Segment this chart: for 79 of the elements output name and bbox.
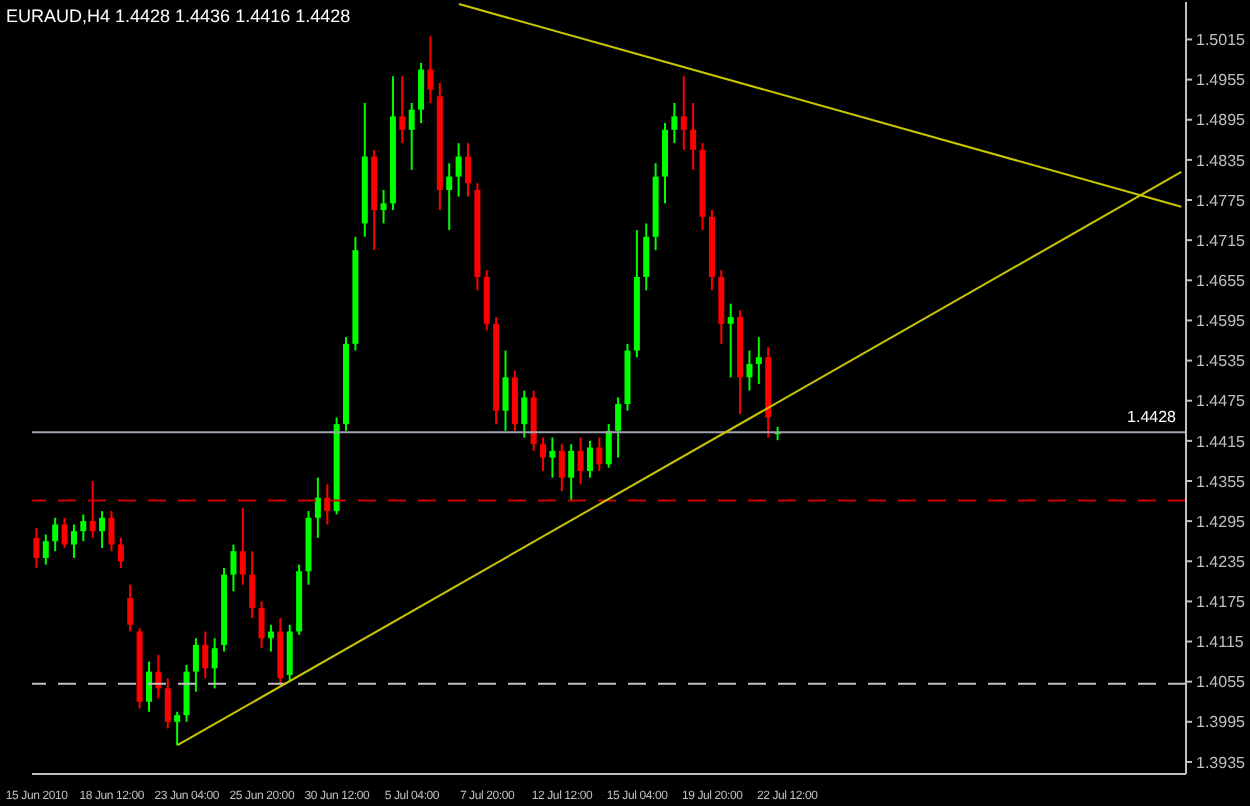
y-tick-label: 1.4835: [1196, 151, 1247, 170]
candlestick: [174, 710, 181, 747]
candlestick: [127, 583, 134, 633]
candlestick: [399, 75, 406, 145]
candlestick: [258, 600, 265, 650]
candlestick: [211, 637, 218, 690]
candlestick: [89, 479, 96, 539]
candlestick: [408, 102, 415, 171]
candlestick: [192, 637, 199, 693]
candlestick: [380, 188, 387, 225]
candlestick: [99, 510, 106, 549]
candlestick: [662, 122, 669, 205]
candlestick: [680, 75, 687, 151]
candlestick: [446, 162, 453, 232]
y-tick-label: 1.4715: [1196, 231, 1247, 250]
y-tick-label: 1.4655: [1196, 271, 1247, 290]
candlestick: [558, 443, 565, 493]
y-tick-label: 1.4775: [1196, 191, 1247, 210]
candlestick: [568, 443, 575, 503]
candlestick: [108, 510, 115, 553]
candlestick: [690, 102, 697, 171]
candlestick: [70, 523, 77, 559]
y-tick-label: 1.3995: [1196, 713, 1247, 732]
candlestick: [418, 61, 425, 125]
y-tick-label: 1.4475: [1196, 392, 1247, 411]
candlestick: [145, 660, 152, 713]
y-tick-label: 1.4415: [1196, 432, 1247, 451]
candlestick: [164, 677, 171, 730]
candlestick: [455, 142, 462, 198]
y-tick-label: 1.4895: [1196, 111, 1247, 130]
candlestick: [511, 369, 518, 432]
y-tick-label: 1.4295: [1196, 512, 1247, 531]
candlestick: [643, 222, 650, 292]
candlestick: [80, 513, 87, 543]
candlestick: [61, 516, 68, 549]
candlestick: [746, 349, 753, 392]
ref-line-label: 1.4428: [1127, 408, 1178, 427]
y-tick-label: 1.4535: [1196, 352, 1247, 371]
candlestick: [586, 439, 593, 479]
candlestick: [718, 269, 725, 345]
candlestick: [427, 35, 434, 105]
candlestick: [727, 302, 734, 379]
y-tick-label: 1.4355: [1196, 472, 1247, 491]
candlestick: [755, 336, 762, 385]
candlestick: [249, 550, 256, 620]
candlestick: [314, 476, 321, 539]
candlestick: [530, 389, 537, 452]
candlestick: [286, 623, 293, 683]
candlestick: [577, 436, 584, 486]
candlestick: [52, 516, 59, 553]
candlestick: [464, 142, 471, 198]
candlestick: [324, 483, 331, 526]
candlestick: [605, 423, 612, 469]
candlestick: [596, 436, 603, 472]
candlestick: [33, 526, 40, 569]
candlestick: [671, 102, 678, 145]
candlestick: [117, 536, 124, 569]
candlestick: [549, 436, 556, 479]
y-tick-label: 1.4175: [1196, 593, 1247, 612]
y-tick-label: 1.3935: [1196, 753, 1247, 772]
candlestick: [502, 349, 509, 432]
candlestick: [202, 630, 209, 680]
candlestick: [183, 663, 190, 723]
candlestick: [540, 436, 547, 472]
candlestick: [615, 396, 622, 459]
y-tick-label: 1.4115: [1196, 633, 1245, 652]
y-tick-label: 1.4235: [1196, 552, 1247, 571]
y-tick-label: 1.4055: [1196, 673, 1247, 692]
y-tick-label: 1.4595: [1196, 312, 1247, 331]
y-tick-label: 1.5015: [1196, 31, 1247, 50]
candlestick: [483, 269, 490, 332]
chart-title: EURAUD,H4 1.4428 1.4436 1.4416 1.4428: [6, 6, 351, 26]
y-tick-label: 1.4955: [1196, 71, 1247, 90]
candlestick: [42, 533, 49, 566]
candlestick: [239, 506, 246, 586]
candlestick: [521, 389, 528, 439]
candlestick: [267, 623, 274, 653]
candlestick: [230, 543, 237, 593]
candlestick: [277, 617, 284, 687]
